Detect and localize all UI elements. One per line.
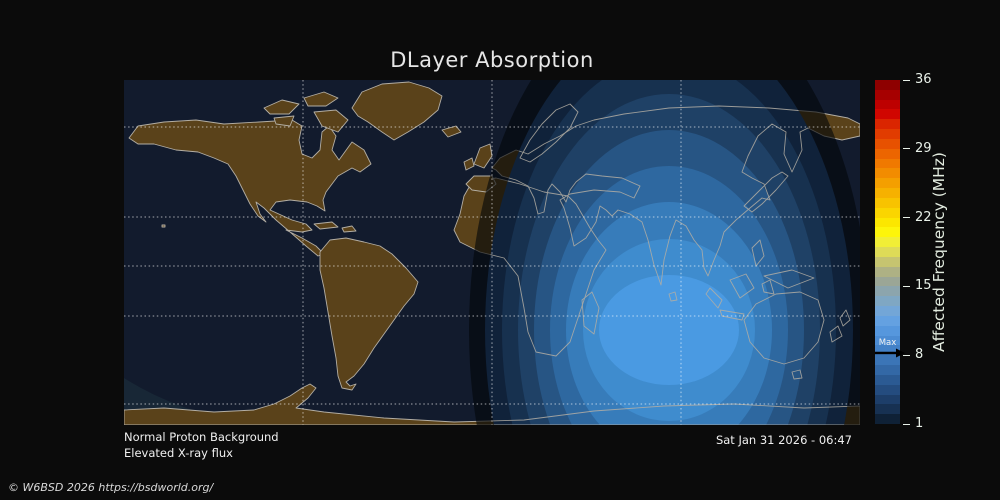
- colorbar-segment: [875, 276, 900, 287]
- colorbar-segment: [875, 109, 900, 120]
- map-timestamp: Sat Jan 31 2026 - 06:47: [715, 433, 852, 447]
- colorbar-segment: [875, 138, 900, 149]
- colorbar-segment: [875, 365, 900, 375]
- absorption-contours: [485, 80, 853, 425]
- colorbar-tick: [903, 423, 910, 425]
- colorbar-tick: [903, 354, 910, 356]
- colorbar-segment: [875, 129, 900, 139]
- colorbar-segment: [875, 286, 900, 297]
- colorbar-segment: [875, 178, 900, 189]
- proton-status: Normal Proton Background: [124, 430, 279, 444]
- colorbar-segment: [875, 247, 900, 257]
- world-absorption-map: [124, 80, 860, 425]
- colorbar-tick: [903, 217, 910, 219]
- colorbar-segment: [875, 306, 900, 316]
- xray-status: Elevated X-ray flux: [124, 446, 233, 460]
- colorbar-segment: [875, 394, 900, 405]
- colorbar-segment: [875, 217, 900, 228]
- colorbar-segment: [875, 168, 900, 179]
- page-title: DLayer Absorption: [390, 48, 594, 72]
- colorbar-segment: [875, 158, 900, 169]
- colorbar-segment: [875, 345, 900, 356]
- colorbar-segment: [875, 404, 900, 415]
- colorbar-segment: [875, 237, 900, 248]
- colorbar-segment: [875, 384, 900, 395]
- flux-status-note: Normal Proton Background Elevated X-ray …: [124, 429, 279, 461]
- colorbar-tick: [903, 285, 910, 287]
- colorbar-segment: [875, 355, 900, 366]
- colorbar-segment: [875, 80, 900, 90]
- colorbar-segment: [875, 227, 900, 238]
- copyright-note: © W6BSD 2026 https://bsdworld.org/: [8, 481, 214, 494]
- colorbar-segment: [875, 188, 900, 198]
- colorbar: [875, 80, 900, 424]
- graticule: [124, 80, 860, 425]
- colorbar-tick: [903, 79, 910, 81]
- colorbar-segment: [875, 197, 900, 208]
- colorbar-segment: [875, 374, 900, 385]
- colorbar-segment: [875, 296, 900, 307]
- colorbar-segment: [875, 414, 900, 424]
- colorbar-segment: [875, 89, 900, 100]
- colorbar-segment: [875, 335, 900, 346]
- colorbar-segment: [875, 148, 900, 159]
- colorbar-segment: [875, 99, 900, 110]
- colorbar-axis-label: Affected Frequency (MHz): [930, 152, 948, 352]
- colorbar-segment: [875, 256, 900, 267]
- colorbar-segment: [875, 207, 900, 218]
- colorbar-segment: [875, 315, 900, 326]
- colorbar-segment: [875, 325, 900, 336]
- colorbar-segment: [875, 119, 900, 130]
- colorbar-segment: [875, 266, 900, 277]
- colorbar-tick: [903, 148, 910, 150]
